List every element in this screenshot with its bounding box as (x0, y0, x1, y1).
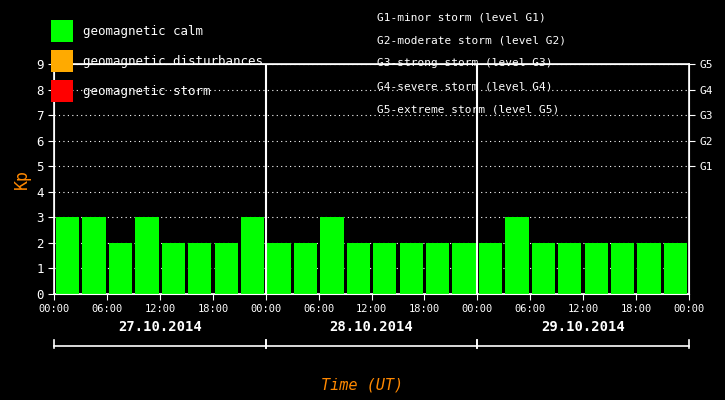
Bar (452, 243, 476, 294)
Bar (584, 243, 608, 294)
Text: G2-moderate storm (level G2): G2-moderate storm (level G2) (377, 35, 566, 45)
Y-axis label: Kp: Kp (13, 169, 31, 189)
Text: geomagnetic disturbances: geomagnetic disturbances (83, 54, 263, 68)
Bar (188, 243, 212, 294)
Text: geomagnetic storm: geomagnetic storm (83, 84, 211, 98)
Text: 28.10.2014: 28.10.2014 (330, 320, 413, 334)
Text: 27.10.2014: 27.10.2014 (118, 320, 202, 334)
Bar (399, 243, 423, 294)
Bar (215, 243, 238, 294)
Text: Time (UT): Time (UT) (321, 377, 404, 392)
Bar (505, 217, 529, 294)
Bar (531, 243, 555, 294)
Text: G5-extreme storm (level G5): G5-extreme storm (level G5) (377, 105, 559, 115)
Bar (637, 243, 660, 294)
Bar (136, 217, 159, 294)
Bar (320, 217, 344, 294)
Text: geomagnetic calm: geomagnetic calm (83, 24, 204, 38)
Bar (83, 217, 106, 294)
Bar (373, 243, 397, 294)
Text: G1-minor storm (level G1): G1-minor storm (level G1) (377, 12, 546, 22)
Bar (426, 243, 450, 294)
Text: 29.10.2014: 29.10.2014 (541, 320, 625, 334)
Bar (611, 243, 634, 294)
Bar (268, 243, 291, 294)
Bar (162, 243, 185, 294)
Bar (241, 217, 265, 294)
Text: G3-strong storm (level G3): G3-strong storm (level G3) (377, 58, 552, 68)
Bar (294, 243, 317, 294)
Bar (478, 243, 502, 294)
Text: G4-severe storm (level G4): G4-severe storm (level G4) (377, 82, 552, 92)
Bar (347, 243, 370, 294)
Bar (558, 243, 581, 294)
Bar (56, 217, 79, 294)
Bar (664, 243, 687, 294)
Bar (109, 243, 132, 294)
